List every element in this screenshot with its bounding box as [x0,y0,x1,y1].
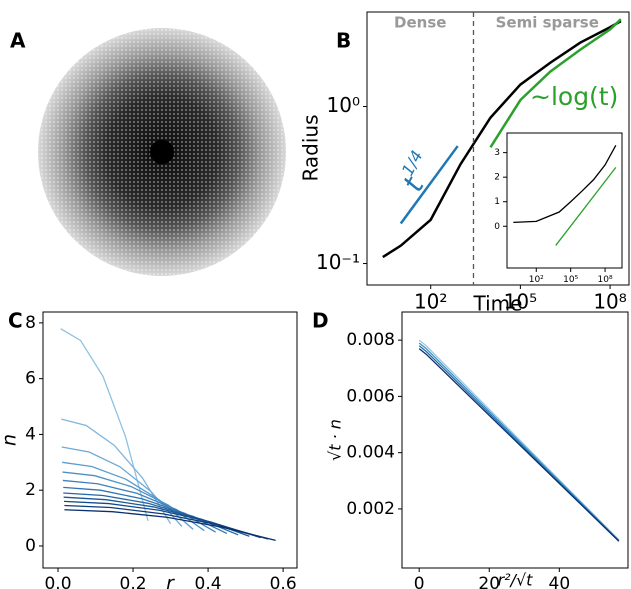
y-tick-label: 8 [25,313,36,333]
data-line [64,504,269,540]
x-tick-label: 0.2 [120,574,147,589]
x-tick-label: 0 [414,574,425,589]
y-tick-label: 2 [494,173,500,183]
y-tick-label: 0 [494,222,500,232]
plot-frame [366,11,630,286]
x-tick-label: 0.6 [270,574,297,589]
x-axis-label: r [166,573,175,589]
x-tick-label: 20 [478,574,500,589]
y-tick-label: 4 [25,424,36,444]
x-tick-label: 10² [414,290,447,314]
panel-label: D [312,309,329,333]
data-line [418,348,620,542]
data-line [489,18,622,148]
x-tick-label: 10⁸ [598,275,613,285]
x-tick-label: 10² [529,275,544,285]
panel-label: A [10,29,26,53]
y-tick-label: 6 [25,369,36,389]
plot-frame [506,132,623,269]
y-axis-label: √t · n [326,419,345,461]
center-particle [150,140,174,164]
x-tick-label: 0.4 [195,574,222,589]
data-line [60,328,149,522]
x-tick-label: 10⁵ [504,290,537,314]
plot-background [43,312,297,568]
data-line [63,486,228,535]
data-line [418,342,620,541]
y-tick-label: 0.006 [346,386,395,406]
y-tick-label: 10⁰ [327,93,360,117]
data-line [555,166,617,246]
annotation: ~log(t) [530,82,618,111]
data-line [513,144,617,223]
y-tick-label: 0.004 [346,443,395,463]
y-tick-label: 0.002 [346,499,395,519]
data-line [418,345,620,542]
y-tick-label: 1 [494,197,500,207]
y-axis-label: Radius [299,114,323,181]
x-axis-label: r²/√t [498,571,534,589]
x-tick-label: 10⁸ [593,290,626,314]
data-line [382,20,622,259]
y-tick-label: 0.008 [346,330,395,350]
data-line [418,339,620,541]
x-tick-label: 0.0 [44,574,71,589]
y-tick-label: 2 [25,480,36,500]
plot-frame [42,311,298,569]
data-line [399,145,459,225]
region-label: Semi sparse [496,14,599,32]
x-tick-label: 40 [549,574,571,589]
region-label: Dense [394,14,446,32]
y-tick-label: 3 [494,148,500,158]
panel-label: C [8,309,23,333]
y-tick-label: 0 [25,536,36,556]
y-axis-label: n [0,434,21,446]
plot-background [507,133,622,268]
y-tick-label: 10⁻¹ [316,250,360,274]
data-line [64,509,276,542]
plot-frame [401,311,629,569]
panel-label: B [336,29,351,53]
x-tick-label: 10⁵ [563,275,578,285]
